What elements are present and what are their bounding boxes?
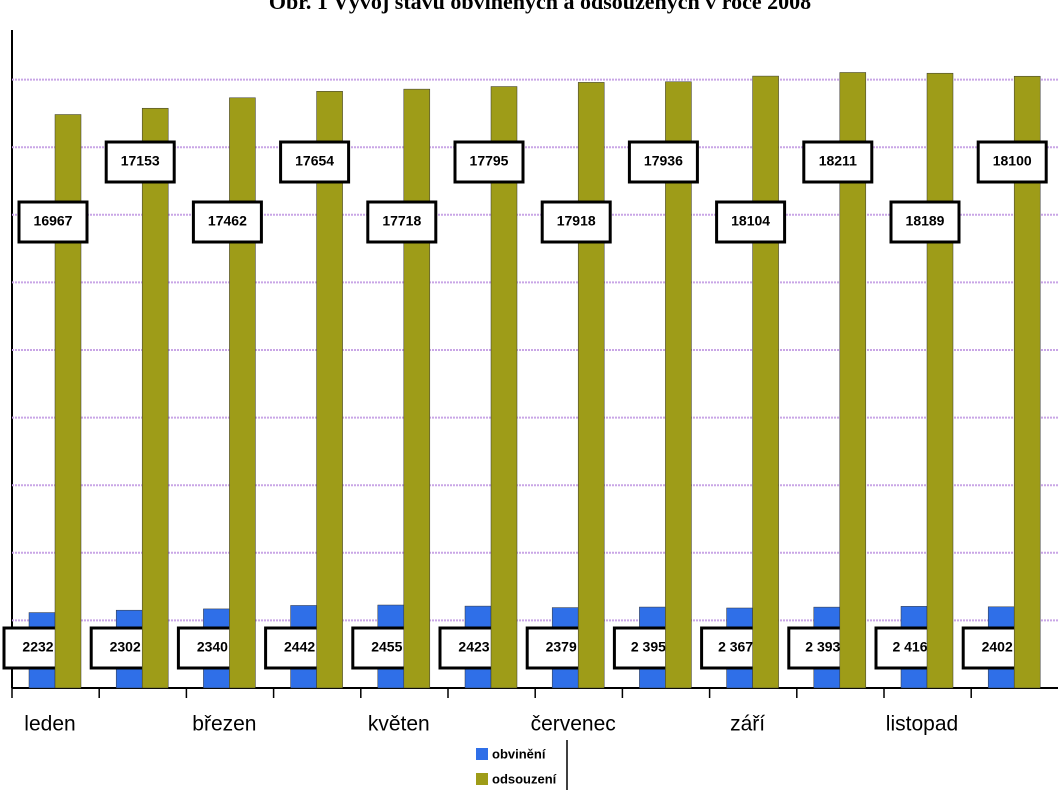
value-label: 16967 <box>34 213 73 229</box>
value-label-box <box>366 200 438 244</box>
value-label: 2232 <box>22 639 53 655</box>
value-label: 2 395 <box>631 639 666 655</box>
legend-swatch <box>476 773 488 785</box>
x-tick-label: březen <box>192 713 256 736</box>
bar <box>926 72 954 689</box>
value-label-box <box>191 200 263 244</box>
value-label-box <box>453 140 525 184</box>
x-tick-label: září <box>730 713 765 736</box>
value-label: 17795 <box>470 153 509 169</box>
bar <box>490 86 518 689</box>
x-tick-label: červenec <box>531 713 616 736</box>
bar <box>577 82 605 689</box>
value-label: 2423 <box>458 639 489 655</box>
value-label: 2 367 <box>718 639 753 655</box>
value-label-box <box>627 140 699 184</box>
value-label: 2402 <box>982 639 1013 655</box>
value-label: 2442 <box>284 639 315 655</box>
legend-label: obvinění <box>492 746 546 761</box>
bar <box>316 91 343 689</box>
value-label: 2302 <box>110 639 141 655</box>
value-label-box <box>889 200 961 244</box>
value-label: 2379 <box>546 639 577 655</box>
bar <box>403 88 431 689</box>
chart-title: Obr. 1 Vývoj stavu obviněných a odsouzen… <box>269 0 811 14</box>
value-label: 2 416 <box>892 639 927 655</box>
bar <box>752 75 779 689</box>
value-label-box <box>540 200 612 244</box>
value-label-box <box>715 200 787 244</box>
value-label: 18189 <box>906 213 945 229</box>
bar <box>229 97 256 689</box>
value-label: 18104 <box>731 213 770 229</box>
value-label: 17462 <box>208 213 247 229</box>
value-label: 17918 <box>557 213 596 229</box>
value-label: 2455 <box>371 639 402 655</box>
value-label: 17654 <box>295 153 334 169</box>
value-label: 2 393 <box>805 639 840 655</box>
value-label-box <box>17 200 89 244</box>
bar <box>141 107 169 689</box>
x-tick-label: leden <box>24 713 75 736</box>
value-label: 18211 <box>819 153 857 169</box>
value-label-box <box>279 140 351 184</box>
value-label-box <box>976 140 1048 184</box>
legend-label: odsouzení <box>492 771 557 786</box>
x-tick-label: listopad <box>886 713 958 736</box>
value-label-box <box>104 140 176 184</box>
value-label: 17718 <box>382 213 421 229</box>
value-label: 17936 <box>644 153 683 169</box>
value-label: 17153 <box>121 153 160 169</box>
legend-swatch <box>476 748 488 760</box>
value-label-box <box>802 140 874 184</box>
x-tick-label: květen <box>368 713 430 736</box>
value-label: 18100 <box>993 153 1032 169</box>
value-label: 2340 <box>197 639 228 655</box>
